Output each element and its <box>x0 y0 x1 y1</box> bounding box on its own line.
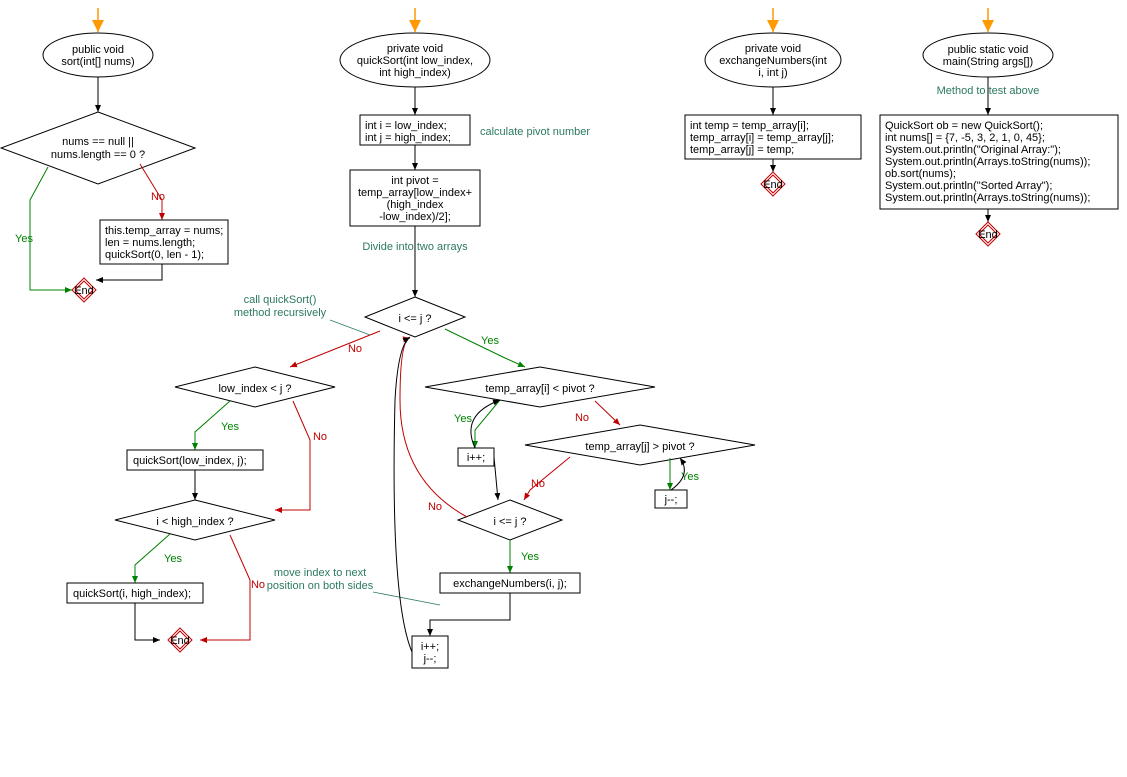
qs-p1-2: int j = high_index; <box>365 132 451 144</box>
flowchart-exchange: private void exchangeNumbers(int i, int … <box>685 8 861 196</box>
qs-y4: Yes <box>454 413 472 425</box>
qs-y2: Yes <box>221 421 239 433</box>
qs-start-1: private void <box>387 43 443 55</box>
mn-p5: ob.sort(nums); <box>885 168 956 180</box>
qs-p2-2: temp_array[low_index+ <box>358 187 472 199</box>
qs-end-node: End <box>168 628 192 652</box>
sort-no: No <box>151 191 165 203</box>
mn-s1: public static void <box>948 44 1029 56</box>
flowchart-canvas: public void sort(int[] nums) nums == nul… <box>0 0 1127 777</box>
qs-exch: exchangeNumbers(i, j); <box>453 578 567 590</box>
sort-start-1: public void <box>72 44 124 56</box>
qs-no5: No <box>531 478 545 490</box>
mn-end-node: End <box>976 222 1000 246</box>
ex-p2: temp_array[i] = temp_array[j]; <box>690 132 834 144</box>
sort-dec-1: nums == null || <box>62 136 134 148</box>
mn-end: End <box>978 229 998 241</box>
qs-ij2: j--; <box>423 653 437 665</box>
mn-p7: System.out.println(Arrays.toString(nums)… <box>885 192 1090 204</box>
qs-dec-outer: i <= j ? <box>398 313 431 325</box>
qs-start-3: int high_index) <box>379 67 451 79</box>
flowchart-sort: public void sort(int[] nums) nums == nul… <box>1 8 228 302</box>
sort-proc-1: this.temp_array = nums; <box>105 225 223 237</box>
sort-end-node: End <box>72 278 96 302</box>
qs-pleft1: quickSort(low_index, j); <box>133 455 247 467</box>
qs-no4: No <box>575 412 589 424</box>
sort-dec-2: nums.length == 0 ? <box>51 149 145 161</box>
ex-p3: temp_array[j] = temp; <box>690 144 794 156</box>
qs-r1: temp_array[i] < pivot ? <box>485 383 594 395</box>
qs-lij: low_index < j ? <box>218 383 291 395</box>
sort-proc-3: quickSort(0, len - 1); <box>105 249 204 261</box>
mn-p6: System.out.println("Sorted Array"); <box>885 180 1052 192</box>
qs-no2: No <box>313 431 327 443</box>
qs-c4-2: position on both sides <box>267 580 374 592</box>
qs-p2-4: -low_index)/2]; <box>379 211 451 223</box>
qs-p1-1: int i = low_index; <box>365 120 447 132</box>
qs-jmm: j--; <box>664 494 678 506</box>
sort-end: End <box>74 285 94 297</box>
sort-start-2: sort(int[] nums) <box>61 56 134 68</box>
qs-pleft2: quickSort(i, high_index); <box>73 588 191 600</box>
qs-c4-1: move index to next <box>274 567 366 579</box>
mn-s2: main(String args[]) <box>943 56 1033 68</box>
qs-no6: No <box>428 501 442 513</box>
ex-p1: int temp = temp_array[i]; <box>690 120 809 132</box>
qs-no3: No <box>251 579 265 591</box>
ex-s1: private void <box>745 43 801 55</box>
qs-start-2: quickSort(int low_index, <box>357 55 473 67</box>
qs-c3-1: call quickSort() <box>244 294 317 306</box>
qs-p2-1: int pivot = <box>391 175 438 187</box>
qs-ipp: i++; <box>467 452 485 464</box>
mn-p4: System.out.println(Arrays.toString(nums)… <box>885 156 1090 168</box>
qs-c3-2: method recursively <box>234 307 327 319</box>
qs-c1: calculate pivot number <box>480 126 590 138</box>
qs-y6: Yes <box>521 551 539 563</box>
ex-end: End <box>763 179 783 191</box>
mn-p1: QuickSort ob = new QuickSort(); <box>885 120 1043 132</box>
flowchart-quicksort: private void quickSort(int low_index, in… <box>67 8 755 668</box>
qs-ihi: i < high_index ? <box>156 516 233 528</box>
mn-p2: int nums[] = {7, -5, 3, 2, 1, 0, 45}; <box>885 132 1045 144</box>
qs-r2: temp_array[j] > pivot ? <box>585 441 694 453</box>
qs-ij1: i++; <box>421 641 439 653</box>
sort-proc-2: len = nums.length; <box>105 237 195 249</box>
qs-end: End <box>170 635 190 647</box>
ex-s2: exchangeNumbers(int <box>719 55 827 67</box>
qs-y1: Yes <box>481 335 499 347</box>
qs-y3: Yes <box>164 553 182 565</box>
qs-r3: i <= j ? <box>493 516 526 528</box>
qs-no1: No <box>348 343 362 355</box>
ex-end-node: End <box>761 172 785 196</box>
mn-p3: System.out.println("Original Array:"); <box>885 144 1061 156</box>
sort-yes: Yes <box>15 233 33 245</box>
qs-p2-3: (high_index <box>387 199 444 211</box>
flowchart-main: public static void main(String args[]) M… <box>880 8 1118 246</box>
ex-s3: i, int j) <box>758 67 787 79</box>
